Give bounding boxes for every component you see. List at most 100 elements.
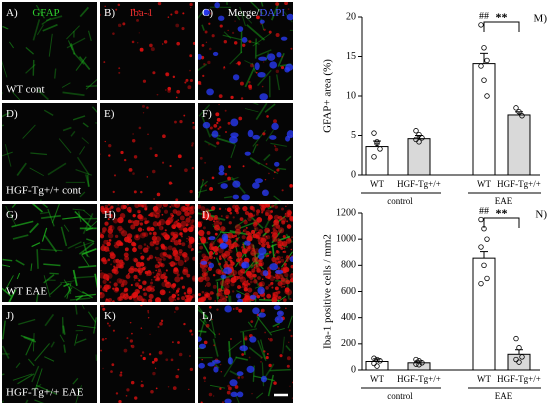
cell xyxy=(248,84,252,89)
fiber xyxy=(22,124,36,139)
cell xyxy=(146,227,151,231)
fiber xyxy=(2,345,10,359)
cell xyxy=(200,401,203,403)
cell xyxy=(260,207,265,212)
cell xyxy=(140,215,144,220)
cell xyxy=(290,47,293,50)
cell xyxy=(273,177,275,180)
fiber xyxy=(2,151,13,157)
x-tick-label: WT xyxy=(477,374,491,384)
cell xyxy=(167,254,172,259)
cell xyxy=(206,212,212,218)
nucleus xyxy=(276,52,282,58)
cell xyxy=(234,234,237,238)
cell xyxy=(276,168,280,172)
cell xyxy=(271,204,275,208)
cell xyxy=(221,252,226,258)
cell xyxy=(169,205,172,208)
cell xyxy=(199,156,203,160)
cell xyxy=(209,186,213,191)
cell xyxy=(240,286,242,289)
nucleus xyxy=(232,74,240,81)
fiber xyxy=(252,32,272,47)
fiber xyxy=(74,210,92,228)
fiber xyxy=(4,144,12,167)
cell xyxy=(248,81,251,84)
data-point xyxy=(481,77,487,83)
cell xyxy=(142,229,145,231)
nucleus xyxy=(236,391,244,398)
data-point xyxy=(419,135,425,141)
cell xyxy=(156,277,160,281)
cell xyxy=(256,268,261,273)
panel-letter: F) xyxy=(202,108,212,120)
cell xyxy=(203,376,207,380)
cell xyxy=(291,397,293,399)
fiber xyxy=(255,103,268,121)
cell xyxy=(285,307,287,310)
y-tick-label: 400 xyxy=(341,312,356,323)
cell xyxy=(133,190,137,194)
cell xyxy=(164,234,170,240)
fiber xyxy=(252,144,258,154)
cell xyxy=(152,71,156,75)
cell xyxy=(143,232,149,238)
cell xyxy=(234,208,239,213)
fiber xyxy=(51,204,60,224)
group-label: EAE xyxy=(495,196,513,206)
cell xyxy=(134,204,140,209)
cell xyxy=(219,387,222,390)
cell xyxy=(256,144,259,146)
cell xyxy=(176,41,180,46)
cell xyxy=(275,250,279,253)
cell xyxy=(138,211,141,214)
cell xyxy=(180,220,187,227)
cell xyxy=(250,249,257,257)
cell xyxy=(221,289,224,292)
cell xyxy=(280,217,287,223)
cell xyxy=(231,290,235,293)
cell xyxy=(249,335,251,337)
cell xyxy=(223,292,227,295)
fiber xyxy=(43,275,51,298)
panel-label: G) xyxy=(6,209,18,221)
cell xyxy=(284,289,289,295)
fiber xyxy=(32,333,35,352)
cell xyxy=(242,243,245,246)
cell xyxy=(236,258,241,263)
cell xyxy=(141,298,145,302)
cell xyxy=(100,258,105,262)
fiber xyxy=(31,204,44,213)
nucleus xyxy=(271,122,279,131)
cell xyxy=(214,215,218,219)
cell xyxy=(266,353,269,355)
fiber xyxy=(36,89,50,100)
data-point xyxy=(371,130,377,136)
cell xyxy=(213,220,215,223)
cell xyxy=(179,232,183,236)
nucleus xyxy=(259,19,265,24)
cell xyxy=(112,258,118,264)
cell xyxy=(218,262,222,266)
cell xyxy=(275,69,280,74)
nucleus xyxy=(202,121,211,129)
cell xyxy=(192,41,195,45)
cell xyxy=(123,252,129,258)
panel-letter: D) xyxy=(6,108,18,120)
group-label: control xyxy=(387,391,413,401)
cell xyxy=(165,219,171,226)
fiber xyxy=(239,328,258,333)
cell xyxy=(259,261,265,267)
cell xyxy=(150,226,155,232)
cell xyxy=(216,308,219,311)
cell xyxy=(108,143,112,148)
data-point xyxy=(516,359,522,365)
fiber xyxy=(82,251,90,258)
fiber xyxy=(70,130,76,137)
nucleus xyxy=(208,262,215,269)
fiber xyxy=(41,17,52,25)
nucleus xyxy=(206,88,214,96)
cell xyxy=(263,28,266,32)
cell xyxy=(277,260,281,264)
nucleus xyxy=(198,336,202,342)
